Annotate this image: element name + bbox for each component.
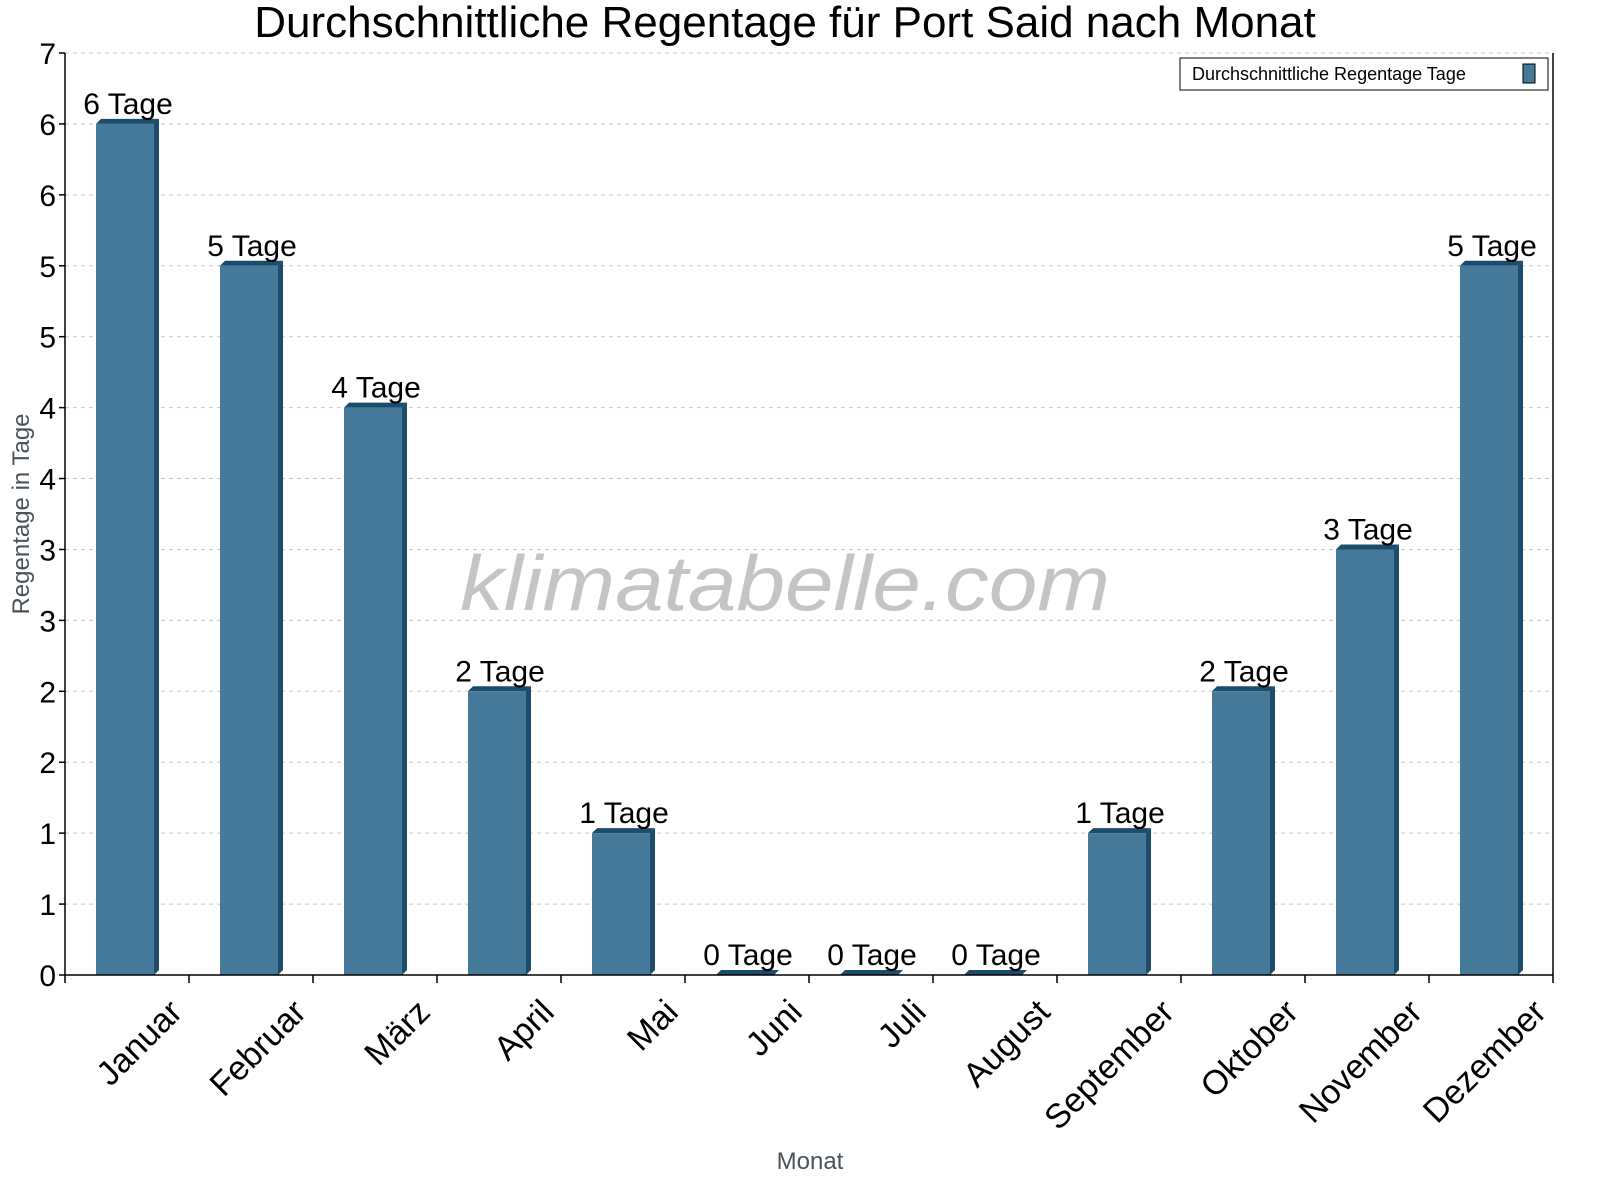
data-label: 1 Tage <box>1075 797 1165 830</box>
bar-februar: 5 Tage <box>207 230 297 975</box>
x-tick-label: Februar <box>203 993 314 1104</box>
x-axis-title: Monat <box>777 1148 844 1175</box>
bar-januar: 6 Tage <box>83 88 173 975</box>
data-label: 0 Tage <box>827 939 917 972</box>
data-label: 1 Tage <box>579 797 669 830</box>
bar-april: 2 Tage <box>455 655 545 975</box>
bar-september: 1 Tage <box>1075 797 1165 975</box>
bar-november: 3 Tage <box>1323 513 1413 975</box>
bar-juli: 0 Tage <box>827 939 917 975</box>
gridlines <box>65 52 1553 905</box>
chart-title: Durchschnittliche Regentage für Port Sai… <box>254 0 1315 47</box>
y-tick-label: 4 <box>39 464 56 497</box>
x-tick-label: April <box>487 993 562 1068</box>
data-label: 4 Tage <box>331 372 421 405</box>
y-tick-label: 6 <box>39 109 56 142</box>
data-label: 2 Tage <box>1199 655 1289 688</box>
x-tick-label: November <box>1292 993 1430 1131</box>
y-tick-label: 2 <box>39 747 56 780</box>
bar-märz: 4 Tage <box>331 372 421 976</box>
x-tick-label: September <box>1037 993 1181 1137</box>
x-axis-ticks: Januar Februar März April Mai Juni Juli AugustS… <box>64 975 1554 1137</box>
data-label: 5 Tage <box>207 230 297 263</box>
legend-swatch <box>1522 63 1536 84</box>
legend-box <box>1179 57 1549 91</box>
y-axis-title: Regentage in Tage <box>8 413 35 614</box>
y-tick-label: 3 <box>39 605 56 638</box>
y-tick-label: 2 <box>39 676 56 709</box>
y-tick-label: 1 <box>39 818 56 851</box>
x-tick-label: Januar <box>89 993 189 1093</box>
y-tick-label: 3 <box>39 534 56 567</box>
bar-juni: 0 Tage <box>703 939 793 975</box>
data-label: 5 Tage <box>1447 230 1537 263</box>
x-tick-label: Dezember <box>1416 993 1554 1131</box>
bars: 6 Tage 5 Tage 4 Tage 2 Tage 1 Tage 0 Tage 0 Ta… <box>83 88 1537 976</box>
y-tick-label: 4 <box>39 393 56 426</box>
x-tick-label: Juli <box>871 993 934 1056</box>
y-tick-label: 5 <box>39 251 56 284</box>
y-tick-label: 7 <box>39 38 56 71</box>
bar-august: 0 Tage <box>951 939 1041 975</box>
watermark: klimatabelle.com <box>460 539 1110 627</box>
y-axis-ticks: 0 1 1 2 2 3 3 4 4 5 5 6 6 7 <box>39 38 65 993</box>
bar-mai: 1 Tage <box>579 797 669 975</box>
y-tick-label: 5 <box>39 322 56 355</box>
bar-oktober: 2 Tage <box>1199 655 1289 975</box>
y-tick-label: 0 <box>39 960 56 993</box>
x-tick-label: Mai <box>620 993 686 1059</box>
legend: Durchschnittliche Regentage Tage <box>1179 57 1549 91</box>
bar-dezember: 5 Tage <box>1447 230 1537 975</box>
x-tick-label: August <box>956 992 1058 1094</box>
y-tick-label: 6 <box>39 180 56 213</box>
data-label: 2 Tage <box>455 655 545 688</box>
x-tick-label: März <box>357 993 437 1073</box>
data-label: 0 Tage <box>951 939 1041 972</box>
data-label: 6 Tage <box>83 88 173 121</box>
x-tick-label: Oktober <box>1193 993 1305 1105</box>
legend-label: Durchschnittliche Regentage Tage <box>1192 64 1466 84</box>
data-label: 0 Tage <box>703 939 793 972</box>
y-tick-label: 1 <box>39 889 56 922</box>
x-tick-label: Juni <box>739 993 810 1064</box>
data-label: 3 Tage <box>1323 513 1413 546</box>
